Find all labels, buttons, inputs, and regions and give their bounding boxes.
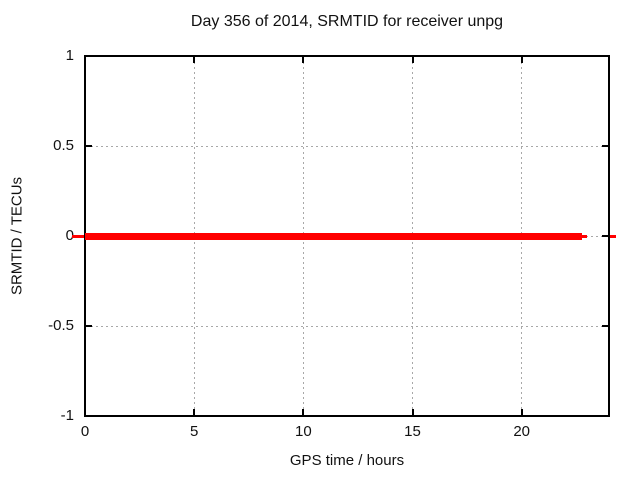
y-tick-right--0.5 [602,325,608,327]
y-tick-right-1 [602,55,608,57]
x-tick-bottom-10 [302,409,305,415]
y-tick-label-0.5: 0.5 [53,137,74,154]
x-tick-top-10 [302,57,305,63]
y-tick-right--1 [602,415,608,417]
x-tick-top-15 [411,57,414,63]
y-tick-label-1: 1 [65,47,74,64]
chart-title: Day 356 of 2014, SRMTID for receiver unp… [190,13,504,30]
y-tick-left-1 [86,55,92,57]
y-tick-label--0.5: -0.5 [48,317,74,334]
x-tick-label-5: 5 [189,423,199,440]
zero-outer-tick-left [72,234,84,238]
x-tick-top-20 [520,57,523,63]
series-srmtid-line [85,232,582,240]
x-tick-label-0: 0 [80,423,90,440]
series-srmtid-tail [581,234,588,238]
x-tick-bottom-0 [84,409,86,415]
x-tick-label-15: 15 [404,423,421,440]
x-tick-bottom-5 [193,409,196,415]
x-axis-label: GPS time / hours [289,452,405,469]
x-tick-label-10: 10 [294,423,312,440]
y-tick-label-0: 0 [65,227,74,244]
x-tick-bottom-20 [520,409,523,415]
x-tick-top-5 [193,57,196,63]
zero-outer-tick-right [610,234,616,238]
y-tick-right-0 [602,235,608,237]
gridline-y--0.5 [86,325,608,327]
y-tick-right-0.5 [602,145,608,147]
x-tick-bottom-15 [411,409,414,415]
x-tick-label-20: 20 [513,423,530,440]
y-tick-left-0.5 [86,145,92,147]
y-tick-left--0.5 [86,325,92,327]
y-tick-label--1: -1 [60,407,74,424]
y-tick-left--1 [86,415,92,417]
gridline-y-0.5 [86,145,608,147]
x-tick-top-0 [84,57,86,63]
